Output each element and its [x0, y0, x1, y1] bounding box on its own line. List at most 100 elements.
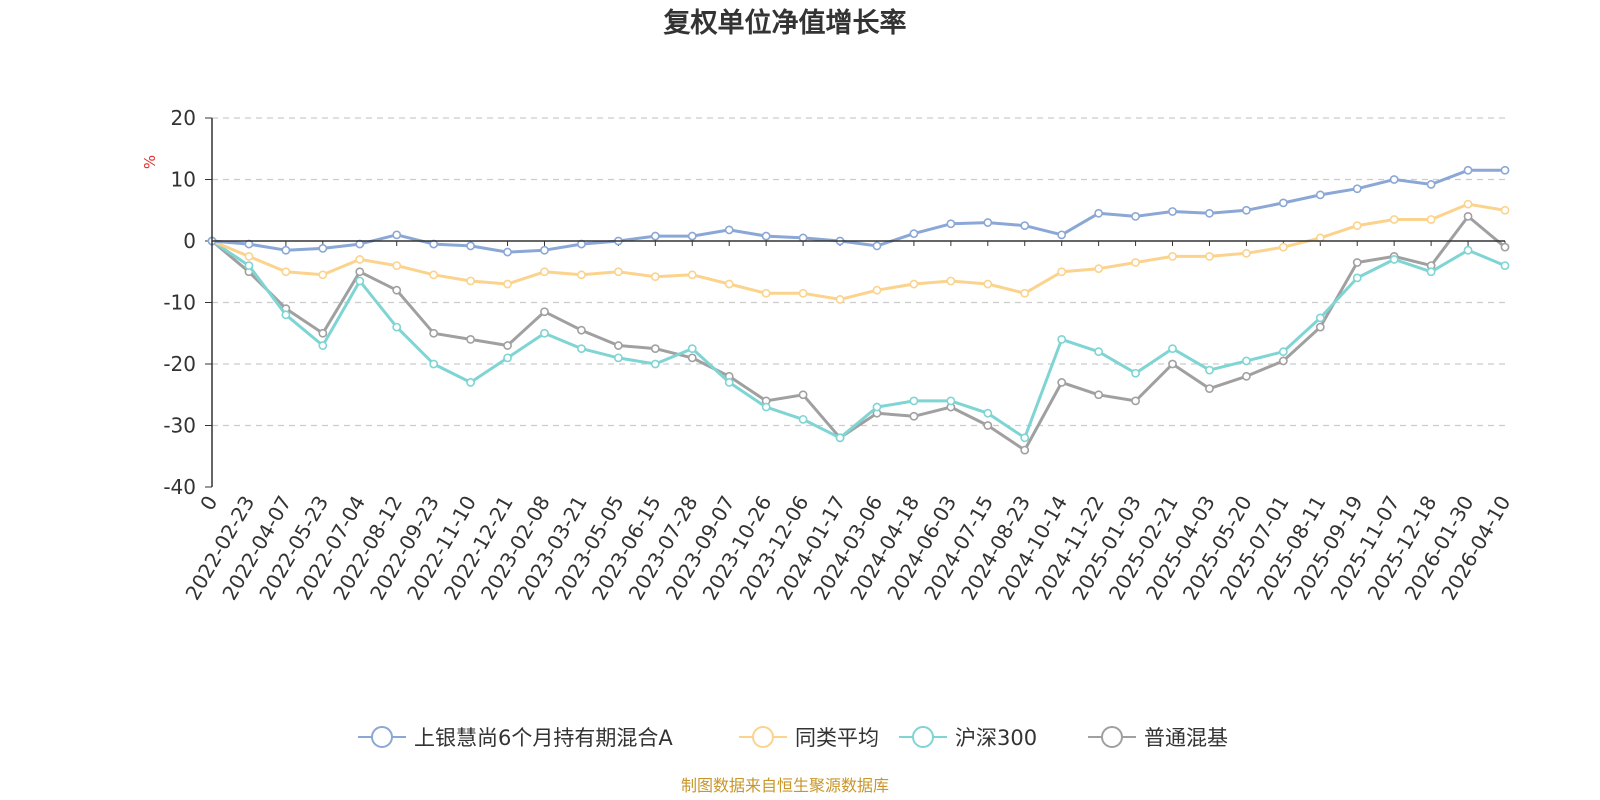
legend-label: 上银慧尚6个月持有期混合A — [414, 726, 673, 750]
legend-marker — [752, 726, 774, 748]
data-point — [1352, 258, 1362, 267]
legend-item-2[interactable]: 沪深300 — [899, 726, 1037, 750]
data-point — [1020, 221, 1030, 231]
legend-item-3[interactable]: 普通混基 — [1088, 726, 1228, 750]
y-tick-label: -30 — [163, 414, 196, 438]
data-point — [613, 267, 623, 277]
legend-item-0[interactable]: 上银慧尚6个月持有期混合A — [358, 726, 673, 750]
data-point — [503, 279, 512, 289]
data-point — [724, 279, 734, 289]
data-point — [983, 421, 993, 430]
data-point — [540, 307, 549, 317]
data-point — [1389, 175, 1399, 184]
data-point — [1500, 205, 1510, 215]
data-point — [1463, 165, 1473, 175]
data-point — [1168, 344, 1177, 354]
data-point — [1315, 190, 1325, 200]
y-axis-ticks: 20 10 0 -10 -20 -30 -40 — [163, 106, 212, 499]
data-point — [466, 334, 475, 344]
grid-lines — [212, 117, 1505, 427]
data-point — [1278, 356, 1288, 366]
data-point — [835, 295, 845, 304]
data-point — [1500, 261, 1510, 270]
data-point — [318, 270, 328, 280]
data-point — [429, 359, 439, 369]
data-point — [429, 328, 439, 338]
legend-label: 普通混基 — [1144, 726, 1228, 750]
data-point — [1352, 221, 1362, 231]
data-point — [1463, 199, 1473, 209]
data-point — [392, 230, 402, 240]
x-axis-ticks: 02022-02-232022-04-072022-05-232022-07-0… — [180, 241, 1515, 604]
legend-item-1[interactable]: 同类平均 — [739, 726, 879, 750]
data-point — [1094, 264, 1104, 274]
legend-marker — [912, 726, 934, 748]
data-point — [1205, 208, 1214, 218]
data-point — [946, 396, 956, 406]
data-point — [983, 218, 993, 227]
y-tick-label: -20 — [163, 352, 196, 376]
source-note: 制图数据来自恒生聚源数据库 — [681, 776, 889, 795]
data-point — [946, 276, 956, 286]
data-point — [1168, 207, 1177, 216]
data-point — [1131, 258, 1140, 267]
legend-label: 沪深300 — [955, 726, 1037, 750]
data-point — [687, 344, 697, 354]
data-point — [1057, 267, 1067, 277]
data-point — [835, 433, 845, 443]
data-point — [355, 267, 365, 277]
data-point — [466, 378, 475, 387]
data-point — [392, 322, 402, 332]
data-point — [1352, 273, 1362, 283]
y-tick-label: -10 — [163, 291, 196, 315]
data-point — [392, 285, 402, 295]
series-line-2 — [210, 239, 1507, 440]
y-tick-label: 20 — [171, 106, 196, 130]
data-point — [1057, 334, 1067, 344]
legend[interactable]: 上银慧尚6个月持有期混合A 同类平均 沪深300 普通混基 — [358, 726, 1228, 750]
data-point — [1205, 384, 1214, 393]
data-point — [244, 261, 254, 270]
data-point — [1168, 359, 1177, 369]
data-point — [244, 251, 254, 261]
data-point — [466, 276, 475, 286]
series-line-3 — [210, 214, 1507, 452]
data-point — [577, 344, 586, 354]
chart-title: 复权单位净值增长率 — [664, 7, 907, 39]
data-point — [577, 270, 586, 280]
legend-marker — [1101, 726, 1123, 748]
data-point — [1426, 215, 1436, 224]
data-point — [1500, 165, 1510, 175]
series-line-1 — [210, 202, 1507, 301]
data-point — [503, 353, 512, 363]
data-point — [1242, 371, 1251, 381]
data-point — [577, 325, 586, 335]
data-point — [1094, 208, 1104, 218]
data-point — [613, 341, 623, 350]
data-point — [613, 353, 623, 363]
data-point — [503, 247, 512, 257]
data-point — [318, 328, 328, 338]
data-point — [1278, 242, 1288, 252]
data-point — [1131, 368, 1140, 378]
y-axis-label: % — [141, 155, 159, 169]
data-point — [1094, 390, 1104, 400]
data-point — [872, 402, 882, 412]
x-tick-label: 0 — [195, 492, 222, 515]
data-point — [983, 279, 993, 289]
data-point — [724, 378, 734, 387]
data-point — [1020, 288, 1030, 298]
data-point — [1463, 211, 1473, 221]
data-point — [1057, 230, 1067, 240]
data-point — [281, 245, 291, 255]
data-point — [687, 270, 697, 280]
data-point — [1131, 211, 1140, 221]
data-point — [1426, 180, 1436, 189]
data-point — [761, 402, 771, 412]
data-point — [724, 225, 734, 235]
data-point — [429, 270, 439, 280]
data-point — [540, 267, 549, 277]
data-point — [1463, 245, 1473, 255]
series-lines — [207, 165, 1510, 455]
